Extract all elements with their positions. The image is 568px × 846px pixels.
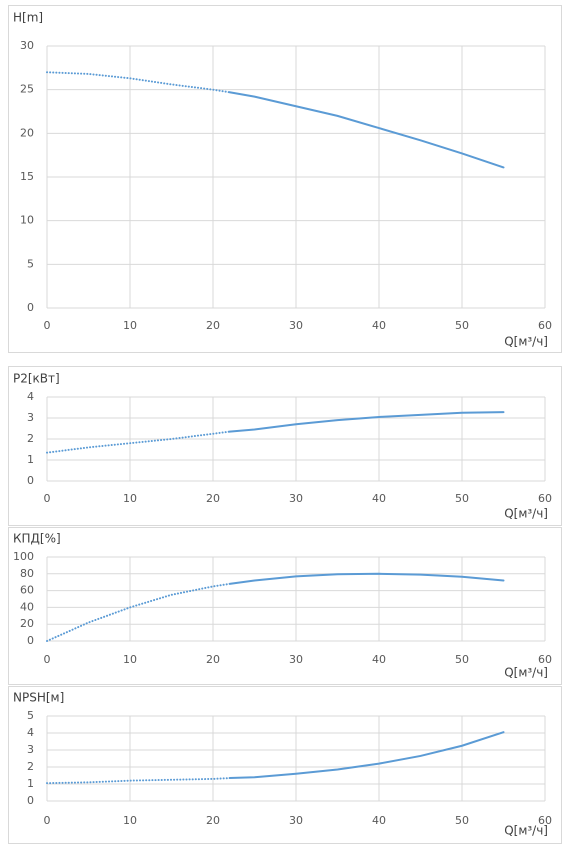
x-tick-label: 10 xyxy=(123,814,137,827)
y-tick-label: 40 xyxy=(20,600,34,613)
y-tick-label: 0 xyxy=(27,301,34,314)
x-tick-label: 30 xyxy=(289,814,303,827)
x-tick-label: 0 xyxy=(44,492,51,505)
y-tick-label: 20 xyxy=(20,617,34,630)
x-tick-label: 10 xyxy=(123,492,137,505)
y-tick-label: 0 xyxy=(27,794,34,807)
x-tick-label: 60 xyxy=(538,814,552,827)
y-tick-label: 0 xyxy=(27,634,34,647)
x-tick-label: 40 xyxy=(372,492,386,505)
y-tick-label: 2 xyxy=(27,760,34,773)
y-tick-label: 15 xyxy=(20,170,34,183)
y-tick-label: 4 xyxy=(27,726,34,739)
x-axis-title: Q[м³/ч] xyxy=(504,666,548,680)
x-tick-label: 10 xyxy=(123,653,137,666)
chart-frame xyxy=(8,5,562,353)
x-tick-label: 60 xyxy=(538,492,552,505)
x-tick-label: 40 xyxy=(372,814,386,827)
x-tick-label: 20 xyxy=(206,653,220,666)
y-tick-label: 20 xyxy=(20,126,34,139)
x-axis-title: Q[м³/ч] xyxy=(504,507,548,521)
x-axis-title: Q[м³/ч] xyxy=(504,335,548,349)
y-tick-label: 4 xyxy=(27,390,34,403)
line-series xyxy=(46,582,231,642)
line-series xyxy=(46,430,231,454)
x-tick-label: 30 xyxy=(289,319,303,332)
y-axis-title: КПД[%] xyxy=(13,532,61,546)
line-series xyxy=(46,71,231,94)
x-tick-label: 60 xyxy=(538,653,552,666)
y-tick-label: 0 xyxy=(27,474,34,487)
x-tick-label: 40 xyxy=(372,653,386,666)
x-axis-title: Q[м³/ч] xyxy=(504,824,548,838)
x-tick-label: 0 xyxy=(44,814,51,827)
x-tick-label: 0 xyxy=(44,319,51,332)
y-axis-title: P2[кВт] xyxy=(13,372,60,386)
line-series xyxy=(228,731,505,780)
x-tick-label: 50 xyxy=(455,653,469,666)
y-tick-label: 30 xyxy=(20,39,34,52)
y-axis-title: NPSH[м] xyxy=(13,691,64,705)
y-tick-label: 100 xyxy=(13,550,34,563)
chart-frame xyxy=(8,686,562,844)
y-tick-label: 1 xyxy=(27,453,34,466)
x-tick-label: 50 xyxy=(455,319,469,332)
y-tick-label: 60 xyxy=(20,584,34,597)
x-tick-label: 20 xyxy=(206,319,220,332)
chart-frame xyxy=(8,527,562,685)
x-tick-label: 30 xyxy=(289,653,303,666)
y-tick-label: 3 xyxy=(27,411,34,424)
x-tick-label: 30 xyxy=(289,492,303,505)
y-tick-label: 2 xyxy=(27,432,34,445)
x-tick-label: 40 xyxy=(372,319,386,332)
y-tick-label: 3 xyxy=(27,743,34,756)
x-tick-label: 50 xyxy=(455,814,469,827)
y-tick-label: 25 xyxy=(20,83,34,96)
y-tick-label: 5 xyxy=(27,709,34,722)
x-tick-label: 0 xyxy=(44,653,51,666)
y-tick-label: 1 xyxy=(27,777,34,790)
line-series xyxy=(228,91,505,169)
y-tick-label: 10 xyxy=(20,214,34,227)
x-tick-label: 50 xyxy=(455,492,469,505)
y-tick-label: 5 xyxy=(27,257,34,270)
line-series xyxy=(46,777,231,785)
y-tick-label: 80 xyxy=(20,567,34,580)
x-tick-label: 20 xyxy=(206,492,220,505)
line-series xyxy=(228,411,505,433)
x-tick-label: 10 xyxy=(123,319,137,332)
x-tick-label: 20 xyxy=(206,814,220,827)
line-series xyxy=(228,572,505,585)
y-axis-title: H[m] xyxy=(13,11,43,25)
chart-frame xyxy=(8,366,562,526)
x-tick-label: 60 xyxy=(538,319,552,332)
